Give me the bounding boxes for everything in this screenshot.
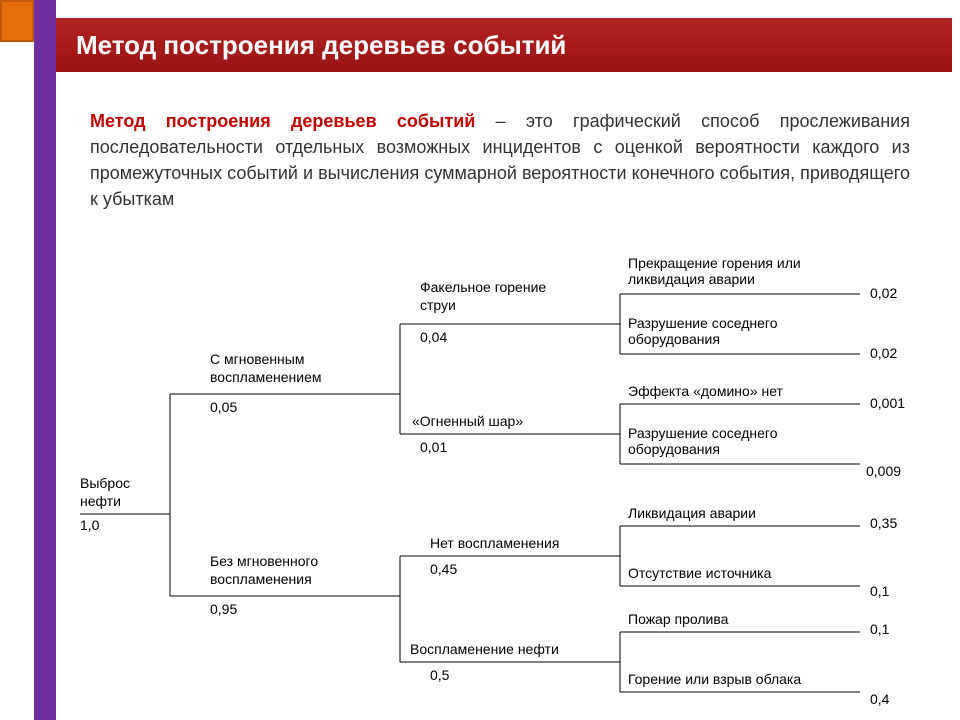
o2-value: 0,001 — [870, 395, 905, 411]
l3-1-value: 0,01 — [420, 439, 447, 455]
o3-label2: оборудования — [628, 441, 720, 457]
o7-label: Горение или взрыв облака — [628, 671, 801, 687]
slide-title: Метод построения деревьев событий — [76, 30, 566, 61]
o7-value: 0,4 — [870, 691, 890, 706]
l3-3-value: 0,5 — [430, 667, 450, 683]
l3-2-value: 0,45 — [430, 561, 457, 577]
definition-lead: Метод построения деревьев событий — [90, 111, 475, 131]
side-label: Риск — [15, 646, 36, 692]
l3-1-label: «Огненный шар» — [412, 413, 523, 429]
o1-label2: оборудования — [628, 331, 720, 347]
o5-value: 0,1 — [870, 583, 890, 599]
o3-value: 0,009 — [866, 463, 901, 479]
o2-label: Эффекта «домино» нет — [628, 383, 784, 399]
l3-2-label: Нет воспламенения — [430, 535, 559, 551]
o4-value: 0,35 — [870, 515, 897, 531]
o6-label: Пожар пролива — [628, 611, 729, 627]
l2-1-label1: Без мгновенного — [210, 553, 318, 569]
l3-0-label2: струи — [420, 297, 456, 313]
o3-label1: Разрушение соседнего — [628, 425, 778, 441]
event-tree-diagram: Выброс нефти 1,0 С мгновенным воспламене… — [80, 256, 940, 706]
o1-value: 0,02 — [870, 345, 897, 361]
root-label1: Выброс — [80, 475, 130, 491]
root-value: 1,0 — [80, 517, 100, 533]
l2-0-value: 0,05 — [210, 399, 237, 415]
side-bar — [34, 0, 56, 720]
o0-value: 0,02 — [870, 285, 897, 301]
l2-1-label2: воспламенения — [210, 571, 312, 587]
root-label2: нефти — [80, 493, 121, 509]
o5-label: Отсутствие источника — [628, 565, 772, 581]
o0-label1: Прекращение горения или — [628, 256, 801, 271]
o4-label: Ликвидация аварии — [628, 505, 756, 521]
accent-square — [0, 0, 34, 42]
definition-paragraph: Метод построения деревьев событий – это … — [90, 108, 910, 212]
l2-0-label1: С мгновенным — [210, 351, 304, 367]
l3-0-label1: Факельное горение — [420, 279, 546, 295]
l2-0-label2: воспламенением — [210, 369, 322, 385]
o1-label1: Разрушение соседнего — [628, 315, 778, 331]
title-bar: Метод построения деревьев событий — [56, 18, 952, 72]
o0-label2: ликвидация аварии — [628, 271, 755, 287]
l3-3-label: Воспламенение нефти — [410, 641, 559, 657]
o6-value: 0,1 — [870, 621, 890, 637]
l2-1-value: 0,95 — [210, 601, 237, 617]
l3-0-value: 0,04 — [420, 329, 447, 345]
